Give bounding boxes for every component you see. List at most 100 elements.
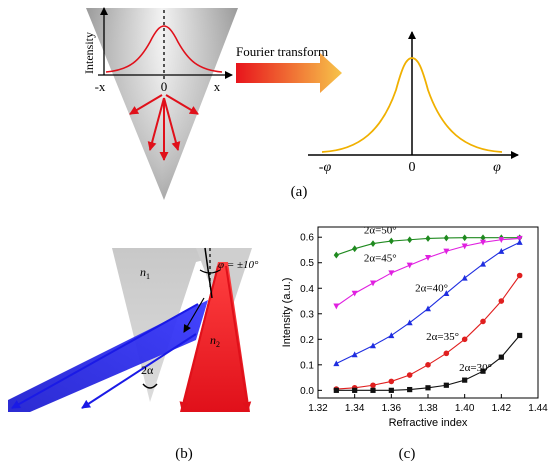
blue-ray-1	[11, 303, 199, 409]
b-n1: n1	[140, 265, 150, 281]
data-point	[406, 262, 413, 269]
y-tick-label: 0.6	[300, 233, 314, 244]
data-point	[407, 386, 413, 393]
data-point	[388, 387, 394, 393]
data-point	[443, 248, 450, 255]
data-point	[406, 319, 413, 326]
panel-b: n1 n2 φ = ±10° 2α (b)	[8, 247, 259, 462]
data-point	[351, 351, 358, 358]
x-axis-label: Refractive index	[389, 417, 468, 429]
data-point	[461, 274, 468, 281]
y-tick-label: 0.3	[300, 309, 314, 320]
a-intensity-curve	[105, 25, 223, 73]
panel-c-chart: 1.32 1.34 1.36 1.38 1.40 1.42 1.44 0.0 0.1 0.2 0.3…	[281, 224, 548, 429]
b-ray-side	[183, 297, 205, 333]
series-label: 2α=35°	[426, 331, 459, 343]
caption-c: (c)	[399, 446, 416, 462]
ft-tick-left: -φ	[319, 160, 332, 175]
x-tick-label: 1.40	[455, 403, 475, 414]
data-point	[370, 240, 376, 247]
series-label: 2α=50°	[364, 224, 397, 236]
a-tick-zero: 0	[161, 79, 168, 94]
series-label: 2α=30°	[459, 362, 492, 374]
data-point	[516, 239, 523, 245]
data-point	[462, 234, 468, 242]
caption-b: (b)	[175, 446, 193, 462]
y-tick-label: 0.5	[300, 258, 314, 269]
blue-ray-2	[81, 333, 197, 409]
b-alpha-arc	[142, 383, 158, 389]
data-point	[388, 378, 395, 385]
data-point	[480, 234, 486, 242]
data-point	[443, 350, 450, 357]
data-point	[462, 377, 468, 383]
data-point	[480, 318, 486, 325]
series-label: 2α=45°	[364, 252, 397, 264]
data-point	[443, 290, 450, 296]
data-point	[425, 255, 431, 261]
data-point	[480, 239, 486, 246]
prism-b	[112, 248, 252, 402]
y-tick-label: 0.1	[300, 360, 314, 371]
data-point	[351, 290, 358, 297]
b-alpha: 2α	[141, 363, 154, 377]
data-point	[370, 382, 376, 389]
ft-arrow	[236, 53, 342, 93]
data-point	[498, 354, 504, 360]
a-ylabel: Intensity	[82, 32, 96, 74]
data-point	[352, 387, 358, 393]
ft-tick-right: φ	[493, 160, 501, 175]
data-point	[370, 342, 376, 349]
data-point	[498, 298, 505, 304]
data-point	[425, 305, 431, 312]
data-point	[388, 332, 395, 339]
a-tick-right: x	[214, 79, 221, 94]
panel-a: Intensity -x 0 x Fourier transform -φ 0 …	[82, 7, 519, 200]
y-tick-label: 0.2	[300, 335, 314, 346]
y-axis-label: Intensity (a.u.)	[281, 278, 293, 348]
data-point	[406, 372, 413, 378]
ft-label: Fourier transform	[236, 44, 328, 59]
y-tick-label: 0.0	[300, 386, 314, 397]
chart-frame	[317, 226, 539, 399]
data-point	[425, 362, 431, 368]
data-point	[498, 237, 505, 243]
data-point	[498, 248, 505, 254]
data-point	[461, 336, 468, 343]
red-ray-2	[225, 265, 252, 411]
data-point	[352, 245, 358, 253]
data-point	[443, 234, 449, 242]
x-tick-label: 1.36	[382, 403, 402, 414]
blue-beam	[8, 300, 208, 412]
data-point	[388, 237, 394, 245]
data-point	[516, 272, 523, 279]
data-point	[333, 387, 339, 393]
data-point	[480, 260, 486, 267]
data-point	[370, 280, 376, 287]
x-tick-label: 1.34	[345, 403, 365, 414]
data-point	[425, 235, 431, 242]
red-beam	[180, 262, 250, 412]
x-tick-label: 1.44	[528, 403, 548, 414]
data-point	[388, 270, 395, 277]
ft-tick-zero: 0	[409, 160, 416, 175]
series-label: 2α=40°	[415, 282, 448, 294]
data-point	[480, 368, 486, 374]
x-tick-label: 1.32	[308, 403, 328, 414]
x-tick-label: 1.42	[492, 403, 512, 414]
data-point	[516, 235, 523, 242]
data-point	[333, 360, 340, 367]
series-line	[336, 237, 520, 307]
data-point	[333, 303, 340, 310]
red-ray-1	[179, 265, 219, 411]
a-tick-left: -x	[95, 79, 106, 94]
b-n2: n2	[210, 333, 220, 349]
ft-curve	[321, 57, 503, 153]
data-point	[407, 236, 413, 244]
x-tick-label: 1.38	[418, 403, 438, 414]
y-tick-label: 0.4	[300, 284, 314, 295]
data-point	[370, 387, 376, 393]
data-point	[425, 385, 431, 391]
